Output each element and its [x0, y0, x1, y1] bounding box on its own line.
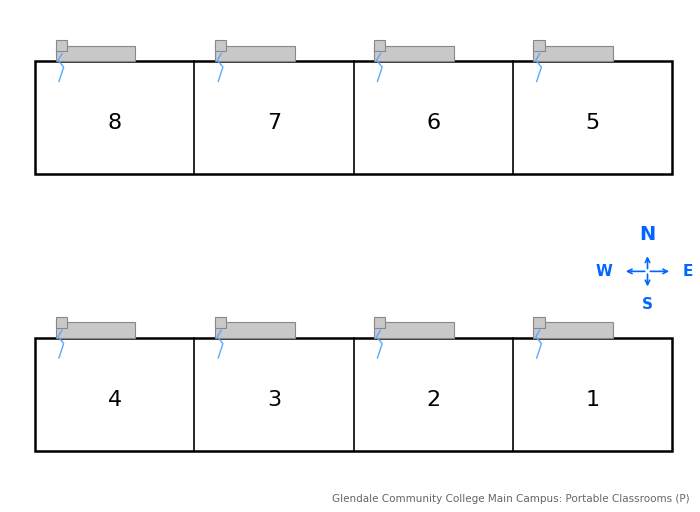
Bar [533, 322, 613, 338]
Bar [215, 40, 226, 51]
Bar [533, 316, 545, 328]
Text: 3: 3 [267, 390, 281, 410]
Bar [374, 46, 454, 61]
Text: 7: 7 [267, 113, 281, 134]
Bar [56, 322, 135, 338]
Text: 1: 1 [585, 390, 599, 410]
Bar [215, 322, 295, 338]
Bar [215, 316, 226, 328]
Bar [374, 322, 454, 338]
Bar [35, 338, 672, 451]
Bar [533, 46, 613, 61]
Bar [374, 40, 385, 51]
Text: 4: 4 [108, 390, 122, 410]
Bar [56, 46, 135, 61]
Text: 5: 5 [585, 113, 599, 134]
Text: W: W [595, 264, 612, 279]
Text: N: N [639, 225, 656, 244]
Bar [533, 40, 545, 51]
Text: S: S [642, 297, 653, 312]
Text: 2: 2 [426, 390, 440, 410]
Text: Glendale Community College Main Campus: Portable Classrooms (P): Glendale Community College Main Campus: … [332, 494, 690, 504]
Bar [56, 316, 67, 328]
Bar [374, 316, 385, 328]
Text: E: E [683, 264, 694, 279]
Text: 6: 6 [426, 113, 440, 134]
Bar [35, 61, 672, 174]
Bar [215, 46, 295, 61]
Bar [56, 40, 67, 51]
Text: 8: 8 [108, 113, 122, 134]
